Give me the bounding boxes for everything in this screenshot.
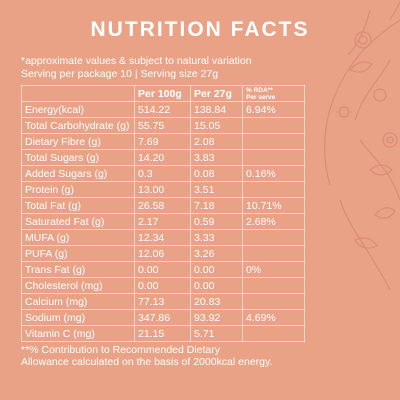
nutrient-cell: PUFA (g): [21, 245, 135, 262]
rda-cell: 6.94%: [242, 101, 305, 118]
per-27g-cell: 3.51: [190, 181, 243, 198]
rda-cell: [242, 325, 305, 342]
table-row: MUFA (g) 12.34 3.33: [21, 229, 305, 246]
per-100g-cell: 14.20: [134, 149, 191, 166]
header-rda-label: % RDA**: [246, 87, 273, 94]
nutrient-cell: Added Sugars (g): [21, 165, 135, 182]
per-27g-cell: 3.33: [190, 229, 243, 246]
footnote-line-1: **% Contribution to Recommended Dietary: [21, 344, 221, 356]
nutrient-cell: Total Carbohydrate (g): [21, 117, 135, 134]
header-rda: % RDA** Per serve: [242, 85, 305, 102]
per-27g-cell: 93.92: [190, 309, 243, 326]
per-27g-cell: 7.18: [190, 197, 243, 214]
table-body: Energy(kcal) 514.22 138.84 6.94% Total Carbo…: [21, 101, 305, 342]
table-row: Total Carbohydrate (g) 55.75 15.05: [21, 117, 305, 134]
rda-cell: 2.68%: [242, 213, 305, 230]
per-100g-cell: 0.3: [134, 165, 191, 182]
per-27g-cell: 0.00: [190, 261, 243, 278]
rda-cell: 10.71%: [242, 197, 305, 214]
nutrient-cell: Trans Fat (g): [21, 261, 135, 278]
per-27g-cell: 3.83: [190, 149, 243, 166]
per-27g-cell: 0.59: [190, 213, 243, 230]
per-27g-cell: 0.00: [190, 277, 243, 294]
table-row: Cholesterol (mg) 0.00 0.00: [21, 277, 305, 294]
table-row: Total Sugars (g) 14.20 3.83: [21, 149, 305, 166]
rda-cell: [242, 181, 305, 198]
per-100g-cell: 12.34: [134, 229, 191, 246]
rda-cell: 0.16%: [242, 165, 305, 182]
header-per-27g: Per 27g: [190, 85, 243, 102]
rda-cell: 0%: [242, 261, 305, 278]
per-100g-cell: 347.86: [134, 309, 191, 326]
table-row: Energy(kcal) 514.22 138.84 6.94%: [21, 101, 305, 118]
per-100g-cell: 2.17: [134, 213, 191, 230]
rda-cell: [242, 133, 305, 150]
table-row: Protein (g) 13.00 3.51: [21, 181, 305, 198]
footnote: **% Contribution to Recommended Dietary …: [21, 344, 272, 368]
per-27g-cell: 2.08: [190, 133, 243, 150]
per-27g-cell: 138.84: [190, 101, 243, 118]
per-100g-cell: 12.06: [134, 245, 191, 262]
per-100g-cell: 514.22: [134, 101, 191, 118]
table-row: PUFA (g) 12.06 3.26: [21, 245, 305, 262]
rda-cell: [242, 149, 305, 166]
nutrient-cell: MUFA (g): [21, 229, 135, 246]
nutrient-cell: Protein (g): [21, 181, 135, 198]
per-100g-cell: 77.13: [134, 293, 191, 310]
per-100g-cell: 0.00: [134, 277, 191, 294]
table-row: Dietary Fibre (g) 7.69 2.08: [21, 133, 305, 150]
nutrition-table: Per 100g Per 27g % RDA** Per serve Energ…: [21, 85, 305, 342]
table-row: Trans Fat (g) 0.00 0.00 0%: [21, 261, 305, 278]
per-27g-cell: 15.05: [190, 117, 243, 134]
rda-cell: [242, 245, 305, 262]
per-100g-cell: 7.69: [134, 133, 191, 150]
nutrient-cell: Sodium (mg): [21, 309, 135, 326]
nutrient-cell: Dietary Fibre (g): [21, 133, 135, 150]
header-nutrient-cell: [21, 85, 135, 102]
variation-note: *approximate values & subject to natural…: [21, 55, 252, 67]
rda-cell: [242, 293, 305, 310]
header-per-100g: Per 100g: [134, 85, 191, 102]
table-row: Sodium (mg) 347.86 93.92 4.69%: [21, 309, 305, 326]
nutrient-cell: Vitamin C (mg): [21, 325, 135, 342]
table-row: Vitamin C (mg) 21.15 5.71: [21, 325, 305, 342]
nutrient-cell: Saturated Fat (g): [21, 213, 135, 230]
per-100g-cell: 13.00: [134, 181, 191, 198]
rda-cell: [242, 229, 305, 246]
per-27g-cell: 3.26: [190, 245, 243, 262]
nutrient-cell: Cholesterol (mg): [21, 277, 135, 294]
nutrient-cell: Calcium (mg): [21, 293, 135, 310]
per-27g-cell: 5.71: [190, 325, 243, 342]
per-100g-cell: 0.00: [134, 261, 191, 278]
table-header-row: Per 100g Per 27g % RDA** Per serve: [21, 85, 305, 102]
footnote-line-2: Allowance calculated on the basis of 200…: [21, 356, 273, 368]
serving-info: Serving per package 10 | Serving size 27…: [21, 68, 219, 80]
botanical-decoration: [323, 1, 400, 291]
per-27g-cell: 20.83: [190, 293, 243, 310]
table-row: Calcium (mg) 77.13 20.83: [21, 293, 305, 310]
rda-cell: 4.69%: [242, 309, 305, 326]
rda-cell: [242, 117, 305, 134]
per-100g-cell: 26.58: [134, 197, 191, 214]
header-rda-sub: Per serve: [246, 94, 276, 101]
rda-cell: [242, 277, 305, 294]
nutrient-cell: Total Sugars (g): [21, 149, 135, 166]
per-27g-cell: 0.08: [190, 165, 243, 182]
nutrient-cell: Energy(kcal): [21, 101, 135, 118]
page-title: NUTRITION FACTS: [90, 18, 310, 41]
table-row: Added Sugars (g) 0.3 0.08 0.16%: [21, 165, 305, 182]
per-100g-cell: 55.75: [134, 117, 191, 134]
per-100g-cell: 21.15: [134, 325, 191, 342]
nutrient-cell: Total Fat (g): [21, 197, 135, 214]
table-row: Saturated Fat (g) 2.17 0.59 2.68%: [21, 213, 305, 230]
table-row: Total Fat (g) 26.58 7.18 10.71%: [21, 197, 305, 214]
